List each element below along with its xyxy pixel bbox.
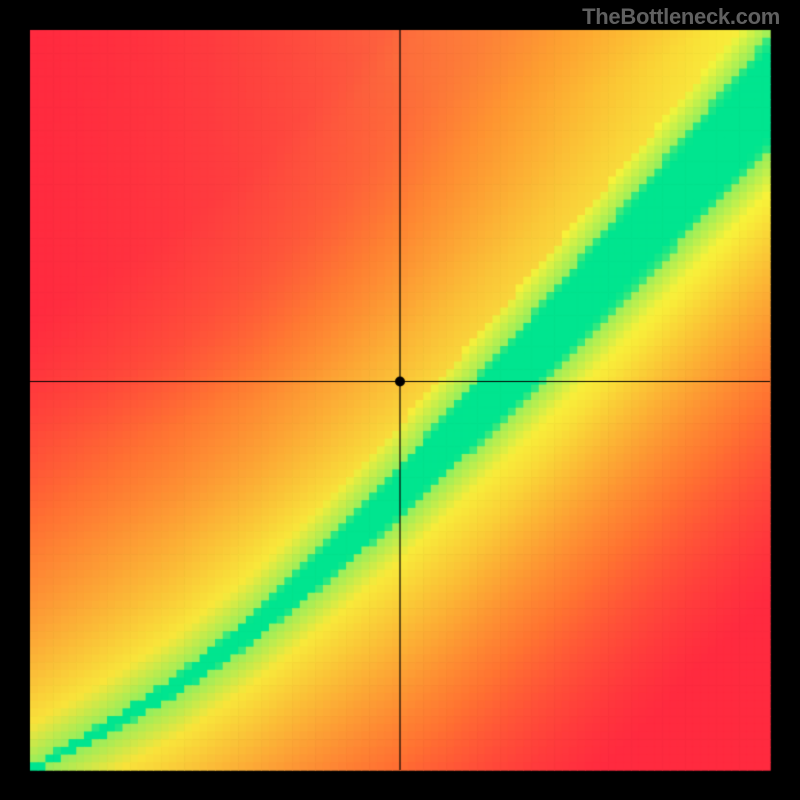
chart-container: TheBottleneck.com	[0, 0, 800, 800]
bottleneck-heatmap	[0, 0, 800, 800]
watermark-label: TheBottleneck.com	[582, 4, 780, 30]
